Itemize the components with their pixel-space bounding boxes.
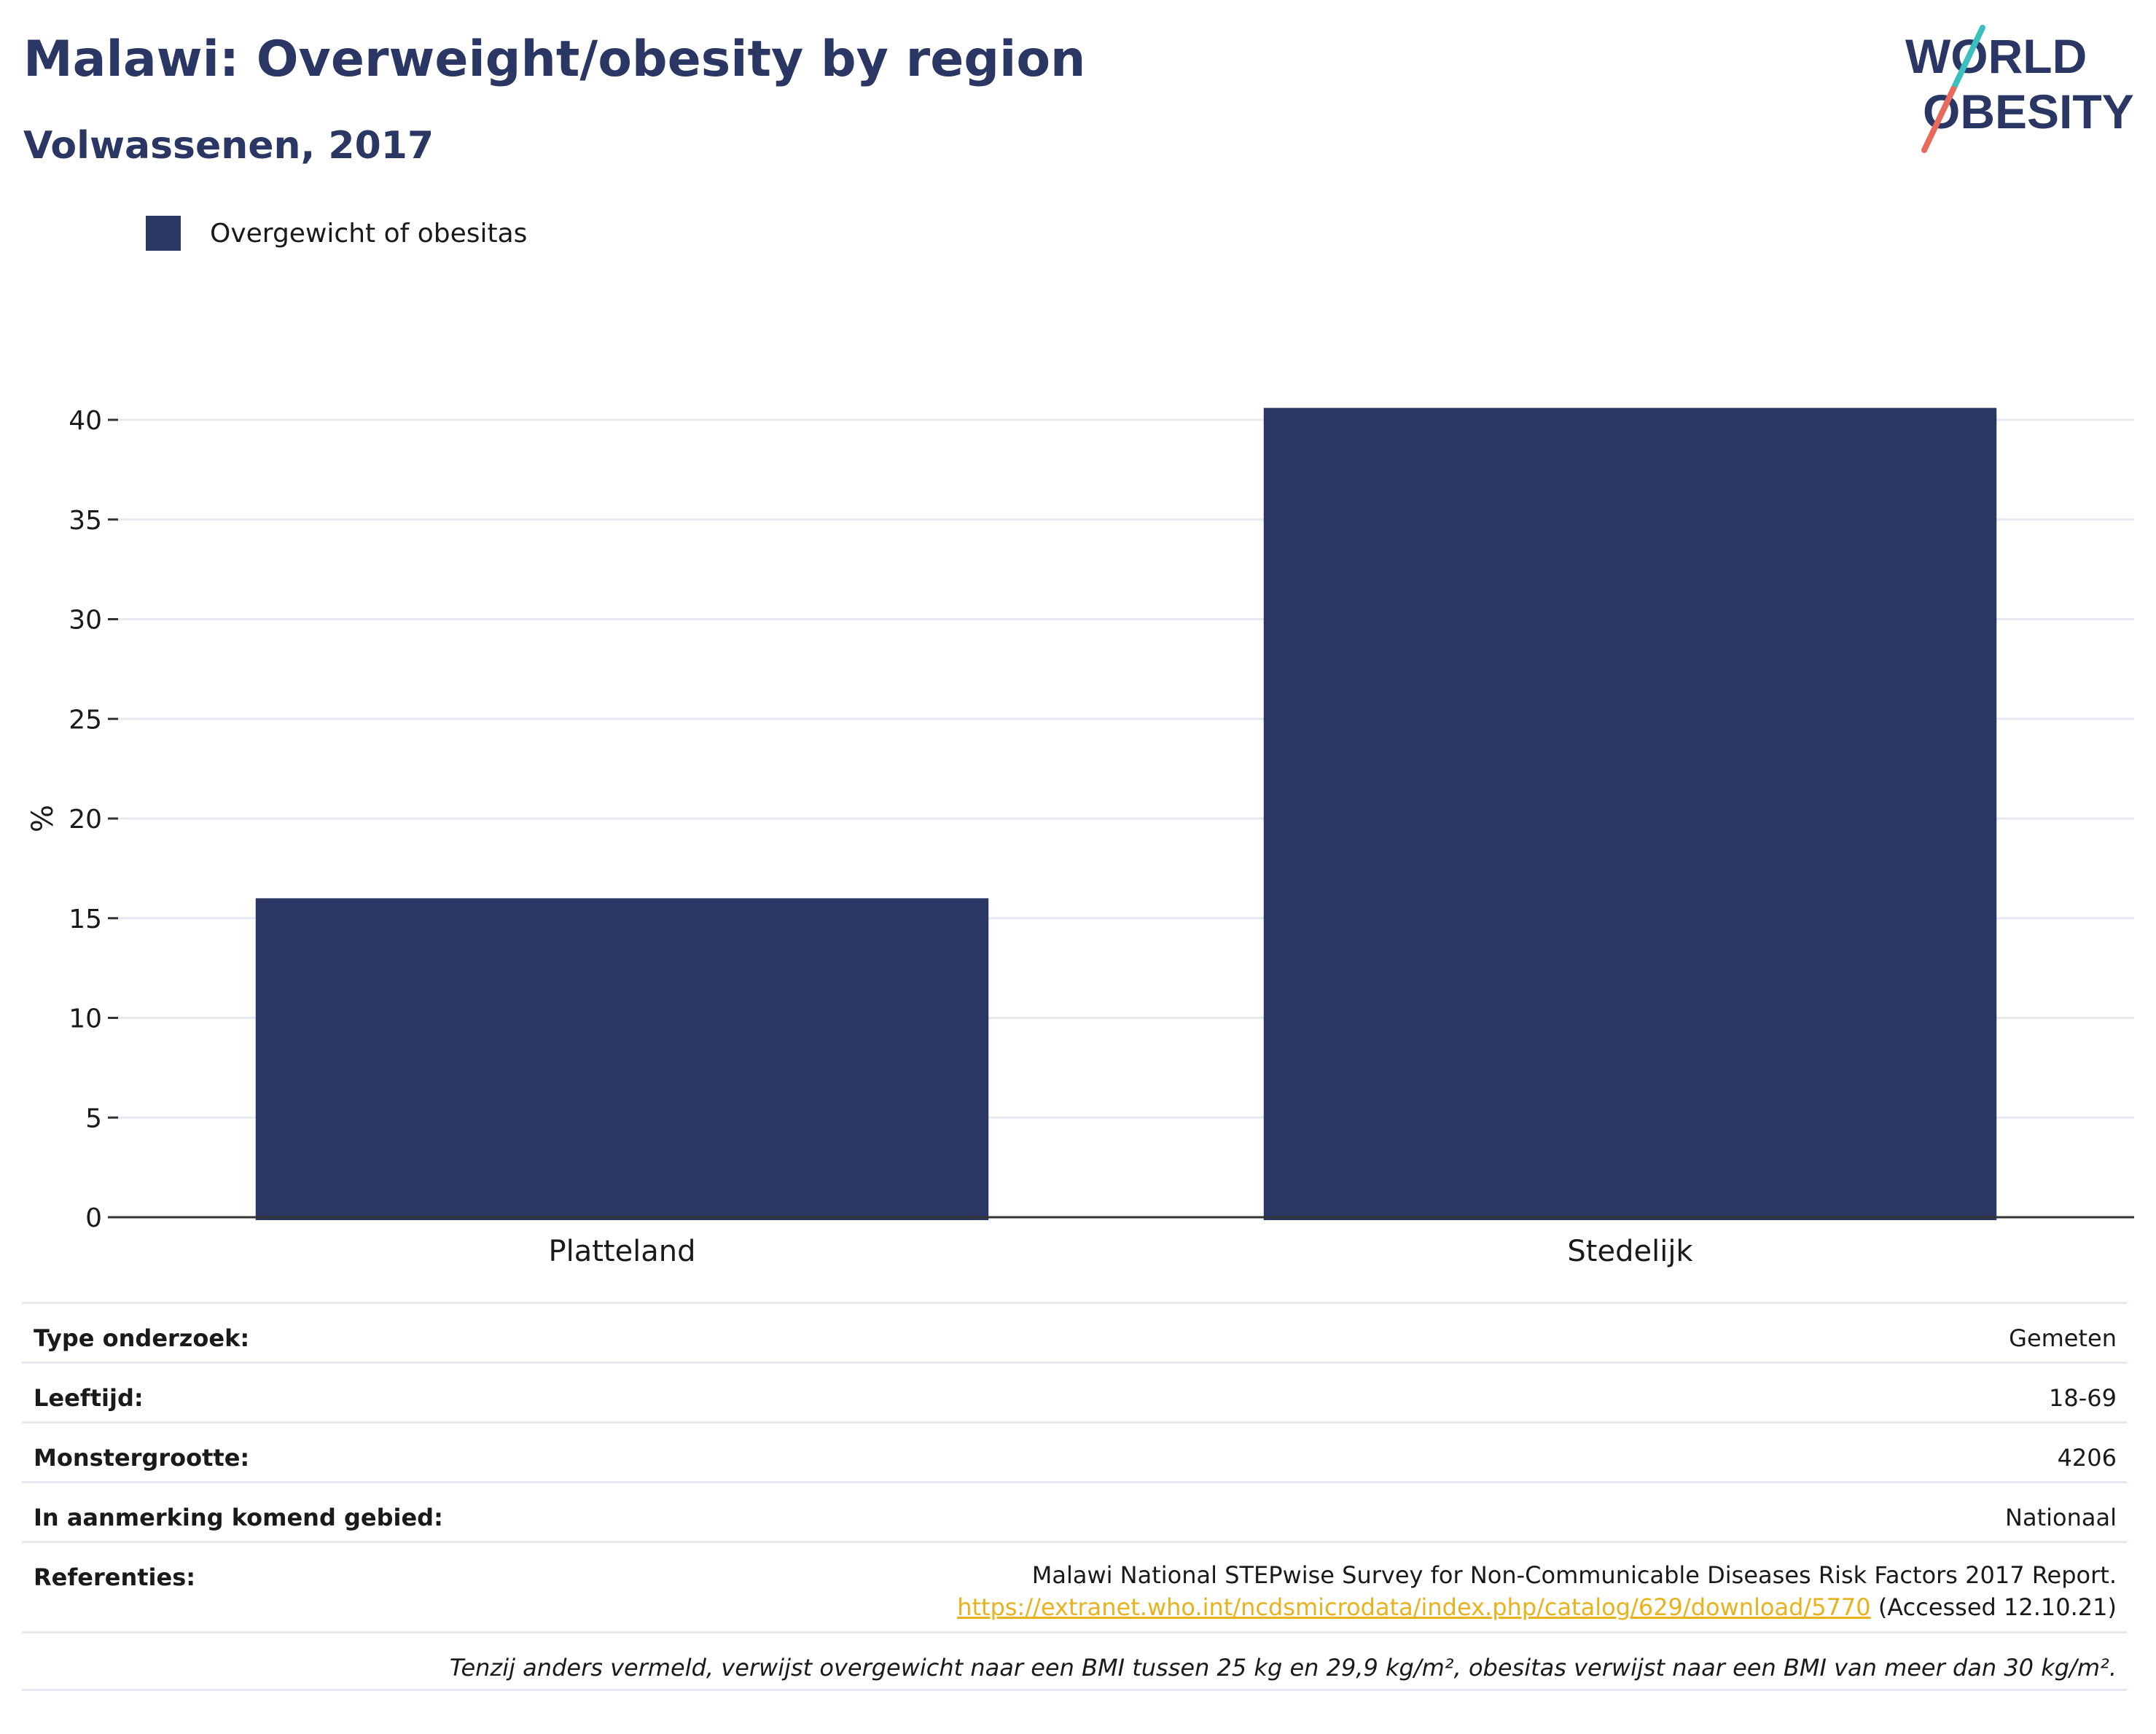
bar-stedelijk xyxy=(1263,407,1997,1220)
chart-title: Malawi: Overweight/obesity by region xyxy=(23,31,1086,88)
info-key-type: Type onderzoek: xyxy=(34,1324,250,1352)
legend: Overgewicht of obesitas xyxy=(146,216,527,251)
info-key-age: Leeftijd: xyxy=(34,1384,144,1412)
info-table: Type onderzoek: Gemeten Leeftijd: 18-69 … xyxy=(22,1302,2127,1691)
info-row-sample-size: Monstergrootte: 4206 xyxy=(22,1421,2127,1481)
y-tick-label: 20 xyxy=(69,805,102,835)
info-value-area: Nationaal xyxy=(2005,1504,2117,1531)
info-row-type: Type onderzoek: Gemeten xyxy=(22,1302,2127,1362)
chart-subtitle: Volwassenen, 2017 xyxy=(23,124,434,168)
info-row-age: Leeftijd: 18-69 xyxy=(22,1362,2127,1421)
y-tick-label: 25 xyxy=(69,705,102,735)
y-tick-label: 10 xyxy=(69,1004,102,1034)
info-value-sample-size: 4206 xyxy=(2057,1444,2117,1472)
bar-chart: 0 5 10 15 20 25 30 35 40 Platteland Stedelijk% xyxy=(26,406,2134,1268)
info-key-area: In aanmerking komend gebied: xyxy=(34,1504,443,1531)
info-row-area: In aanmerking komend gebied: Nationaal xyxy=(22,1481,2127,1541)
reference-accessed: (Accessed 12.10.21) xyxy=(1870,1593,2117,1621)
logo-slash-teal xyxy=(1950,25,1985,92)
info-key-references: Referenties: xyxy=(34,1563,196,1591)
y-tick-label: 0 xyxy=(85,1203,102,1233)
y-tick-label: 15 xyxy=(69,905,102,934)
reference-link[interactable]: https://extranet.who.int/ncdsmicrodata/i… xyxy=(957,1593,1871,1621)
legend-label: Overgewicht of obesitas xyxy=(210,218,528,249)
y-tick-label: 40 xyxy=(69,406,102,436)
info-row-references: Referenties: Malawi National STEPwise Su… xyxy=(22,1541,2127,1631)
footnote: Tenzij anders vermeld, verwijst overgewi… xyxy=(22,1631,2127,1691)
world-obesity-logo: WORLD OBESITY xyxy=(1905,25,2134,153)
x-tick-label: Stedelijk xyxy=(1567,1235,1693,1268)
logo-slash-coral xyxy=(1921,86,1956,153)
x-tick-label: Platteland xyxy=(548,1235,695,1268)
reference-text: Malawi National STEPwise Survey for Non-… xyxy=(1031,1561,2117,1589)
y-tick-label: 35 xyxy=(69,506,102,536)
info-value-age: 18-69 xyxy=(2049,1384,2117,1412)
info-key-sample-size: Monstergrootte: xyxy=(34,1444,250,1472)
info-value-type: Gemeten xyxy=(2009,1324,2117,1352)
y-tick-label: 30 xyxy=(69,606,102,636)
logo-text-obesity: OBESITY xyxy=(1923,85,2134,138)
legend-swatch xyxy=(146,216,181,251)
bar-platteland xyxy=(255,898,989,1220)
logo-text-world: WORLD xyxy=(1905,29,2087,83)
y-axis-label: % xyxy=(26,805,60,832)
info-value-references: Malawi National STEPwise Survey for Non-… xyxy=(957,1559,2117,1623)
y-tick-label: 5 xyxy=(85,1104,102,1133)
